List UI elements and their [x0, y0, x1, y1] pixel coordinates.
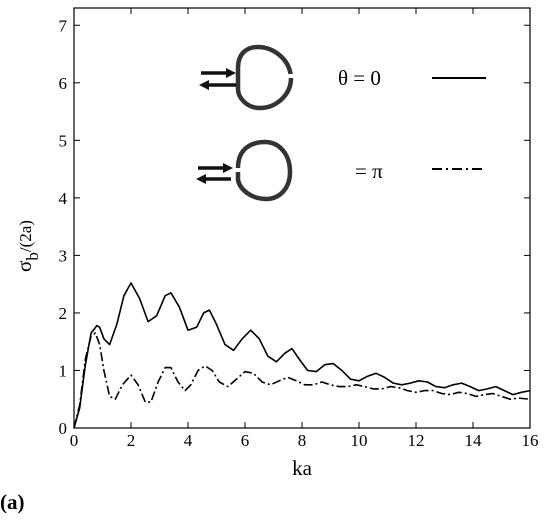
y-tick-label: 6	[59, 74, 68, 93]
y-tick-label: 2	[59, 304, 68, 323]
y-axis-label-symbol: σ	[12, 261, 36, 272]
y-axis-label-suffix: /(2a)	[16, 220, 35, 252]
y-tick-label: 5	[59, 131, 68, 150]
svg-text:σb/(2a): σb/(2a)	[12, 220, 42, 272]
plot-frame	[73, 7, 531, 429]
x-tick-label: 2	[127, 431, 136, 450]
y-axis-label: σb/(2a)	[12, 220, 42, 272]
series-line-1	[73, 332, 531, 429]
axis-ticks	[73, 8, 531, 429]
incident-arrow-thetapi-icon	[196, 163, 233, 184]
x-tick-label: 8	[298, 431, 307, 450]
legend-label-thetapi: = π	[355, 159, 383, 183]
series-layer	[73, 282, 531, 429]
x-tick-label: 4	[184, 431, 193, 450]
x-tick-label: 12	[408, 431, 425, 450]
legend-shape-theta0-icon	[235, 44, 294, 111]
incident-arrow-theta0-icon	[199, 68, 236, 90]
legend-shape-thetapi-icon	[234, 139, 293, 202]
y-tick-label: 7	[59, 16, 68, 35]
x-tick-label: 10	[351, 431, 368, 450]
plot-border	[73, 7, 531, 429]
y-tick-label: 3	[59, 246, 68, 265]
series-line-0	[73, 282, 531, 429]
legend: θ = 0 = π	[196, 44, 486, 202]
x-tick-label: 6	[241, 431, 250, 450]
y-tick-label: 4	[59, 189, 68, 208]
y-tick-label: 0	[59, 419, 68, 438]
y-tick-label: 1	[59, 361, 68, 380]
x-axis-label: ka	[292, 456, 313, 480]
legend-label-theta0: θ = 0	[338, 66, 381, 90]
panel-label: (a)	[0, 490, 25, 514]
y-axis-label-subscript: b	[23, 252, 42, 261]
x-tick-label: 14	[465, 431, 483, 450]
x-tick-label: 0	[70, 431, 79, 450]
x-tick-label: 16	[522, 431, 539, 450]
